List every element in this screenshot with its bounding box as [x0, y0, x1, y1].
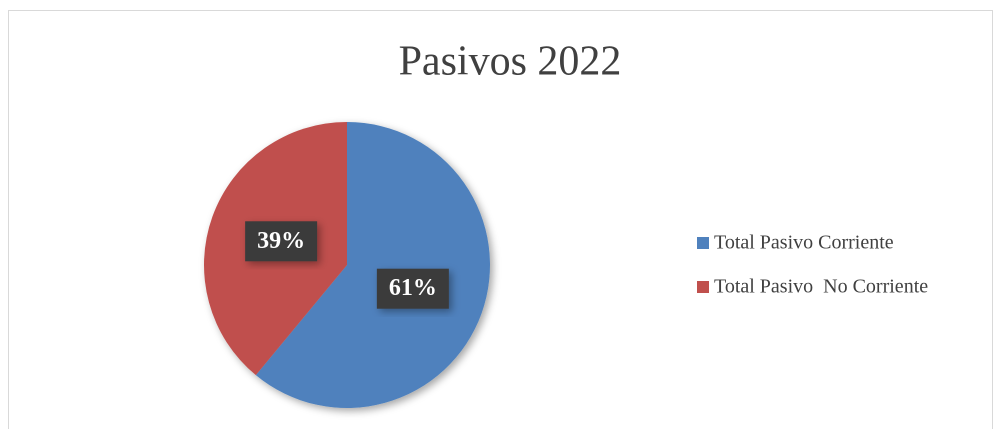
legend-label: Total Pasivo Corriente [714, 232, 894, 254]
pie-slice [255, 122, 491, 408]
data-label-box [245, 221, 318, 262]
legend-label: Total Pasivo No Corriente [714, 276, 928, 298]
legend-swatch [697, 237, 709, 249]
chart-title: Pasivos 2022 [399, 39, 622, 85]
chart-frame [8, 10, 993, 429]
pie [204, 121, 491, 408]
data-label: 61% [389, 275, 437, 301]
legend-swatch [697, 281, 709, 293]
data-label: 39% [257, 228, 305, 254]
data-label-box [376, 268, 449, 309]
